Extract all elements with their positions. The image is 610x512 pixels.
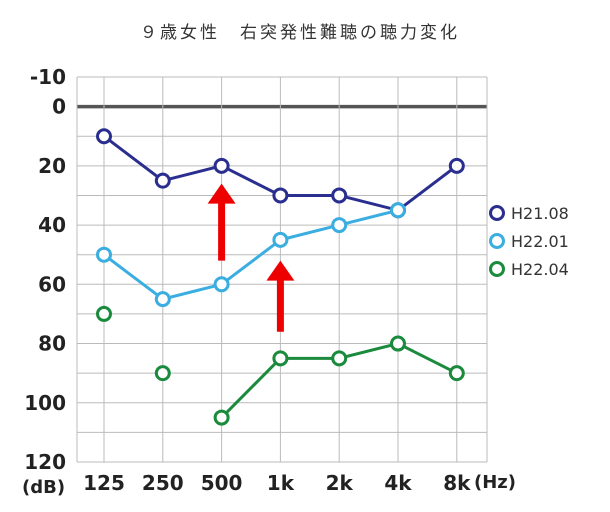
series-line-segment: [338, 208, 399, 227]
data-point: [331, 187, 348, 204]
x-tick-labels: 125 250 500 1k 2k 4k 8k: [83, 471, 471, 495]
arrows: [207, 183, 295, 332]
series-line-segment: [338, 194, 399, 212]
y-tick-label: 100: [24, 391, 66, 415]
legend-marker: [489, 233, 505, 249]
series-H21.08: [96, 128, 465, 219]
series-line-segment: [397, 342, 458, 375]
data-point: [213, 276, 230, 293]
data-point: [96, 246, 112, 263]
data-point: [448, 365, 465, 382]
legend-label: H21.08: [511, 204, 569, 223]
legend-label: H22.04: [511, 260, 569, 279]
chart-title: ９歳女性 右突発性難聴の聴力変化: [140, 23, 460, 43]
data-point: [448, 157, 465, 174]
series-line-segment: [103, 253, 164, 301]
data-point: [272, 231, 289, 248]
y-tick-label: 0: [52, 95, 66, 119]
y-tick-label: 40: [38, 213, 66, 237]
y-tick-labels: -10 0 20 40 60 80 100 120: [24, 65, 66, 474]
series-line-segment: [280, 223, 340, 242]
data-point: [154, 172, 171, 189]
y-tick-label: -10: [30, 65, 66, 89]
data-point: [390, 202, 406, 219]
x-tick-label: 500: [201, 471, 243, 495]
x-tick-label: 125: [83, 471, 125, 495]
x-tick-label: 2k: [326, 471, 354, 495]
legend-item: H21.08: [489, 204, 569, 223]
legend-item: H22.01: [489, 232, 569, 251]
legend-marker: [489, 261, 505, 277]
x-tick-label: 250: [142, 471, 184, 495]
data-point: [96, 128, 112, 145]
series-layer: [96, 128, 465, 426]
x-unit-label: (Hz): [474, 472, 516, 493]
legend: H21.08 H22.01 H22.04: [489, 204, 569, 279]
data-point: [213, 157, 230, 174]
data-point: [272, 350, 289, 367]
data-point: [390, 335, 406, 352]
y-unit-label: (dB): [22, 477, 65, 498]
x-tick-label: 4k: [384, 471, 412, 495]
legend-marker: [489, 205, 505, 221]
data-point: [154, 365, 171, 382]
red-arrow: [207, 183, 236, 261]
data-point: [331, 350, 348, 367]
y-tick-label: 80: [38, 332, 66, 356]
data-point: [331, 217, 348, 234]
y-tick-label: 120: [24, 450, 66, 474]
series-line-segment: [103, 135, 164, 182]
data-point: [96, 305, 112, 322]
series-line-segment: [220, 357, 282, 419]
series-line-segment: [220, 164, 282, 197]
x-tick-label: 8k: [443, 471, 471, 495]
legend-label: H22.01: [511, 232, 569, 251]
data-point: [154, 291, 171, 308]
legend-item: H22.04: [489, 260, 569, 279]
x-tick-label: 1k: [267, 471, 295, 495]
y-tick-label: 60: [38, 272, 66, 296]
series-H22.04: [96, 305, 465, 426]
series-line-segment: [397, 164, 458, 212]
series-line-segment: [162, 164, 222, 183]
series-H22.01: [96, 202, 406, 308]
data-point: [213, 409, 230, 426]
series-line-segment: [338, 342, 399, 360]
series-line-segment: [220, 238, 282, 286]
y-tick-label: 20: [38, 154, 66, 178]
series-line-segment: [162, 282, 222, 301]
red-arrow: [266, 260, 295, 332]
data-point: [272, 187, 289, 204]
